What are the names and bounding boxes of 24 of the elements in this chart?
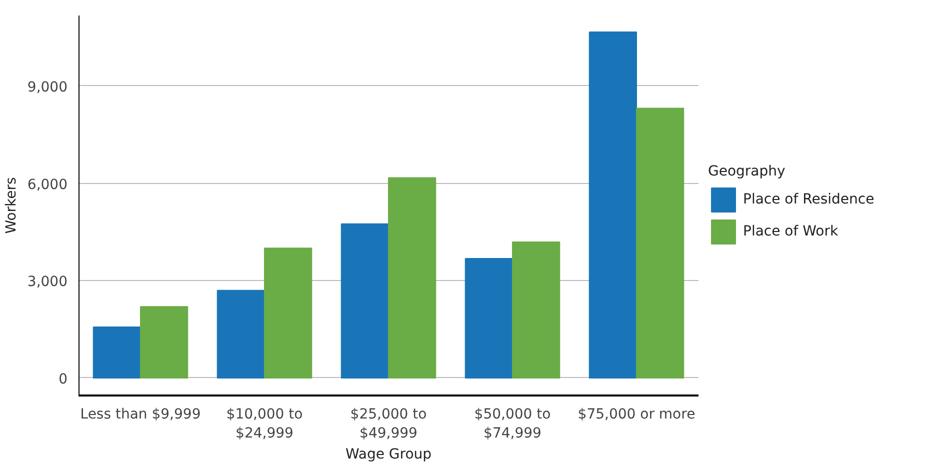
bar [588, 32, 637, 378]
bar [140, 306, 188, 378]
bar [216, 290, 265, 378]
bar [512, 242, 560, 378]
x-axis-title: Wage Group [345, 446, 432, 463]
bar [636, 108, 684, 378]
legend-title: Geography [708, 164, 786, 180]
x-tick-label: Less than $9,999 [80, 406, 201, 422]
x-tick-label: $75,000 or more [578, 406, 696, 422]
y-tick-label: 3,000 [27, 274, 68, 290]
x-tick-label: $25,000 to $49,999 [350, 406, 427, 442]
y-tick-label: 6,000 [27, 176, 68, 193]
y-tick-label: 9,000 [27, 79, 68, 96]
bar [340, 223, 389, 378]
bar [464, 258, 513, 378]
legend-label: Place of Work [743, 222, 838, 242]
x-tick-label: $50,000 to $74,999 [474, 406, 551, 442]
bar [388, 177, 436, 378]
bar [92, 326, 141, 378]
bar [264, 248, 312, 378]
y-axis-title: Workers [3, 177, 20, 234]
y-tick-label: 0 [58, 371, 68, 388]
legend-label: Place of Residence [743, 190, 874, 210]
x-tick-label: $10,000 to $24,999 [226, 406, 303, 442]
